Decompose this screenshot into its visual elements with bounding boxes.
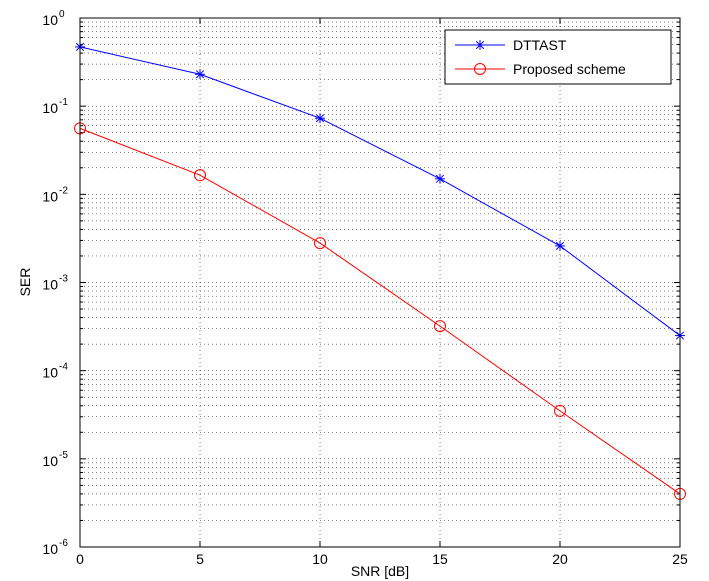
y-tick-label: 10 -6 (42, 538, 68, 557)
data-point (555, 240, 565, 251)
data-point (435, 173, 445, 184)
y-tick-base: 10 (42, 277, 58, 293)
x-tick-label: 5 (196, 551, 204, 567)
y-tick-base: 10 (42, 188, 58, 204)
x-tick-label: 0 (76, 551, 84, 567)
x-tick-labels: 0 5 10 15 20 25 (76, 551, 688, 567)
legend-label: Proposed scheme (513, 61, 626, 77)
x-tick-label: 25 (672, 551, 688, 567)
data-point (474, 63, 486, 75)
x-tick-label: 15 (432, 551, 448, 567)
y-tick-label: 10 -4 (42, 362, 68, 381)
y-tick-label: 10 -3 (42, 274, 68, 293)
y-tick-base: 10 (42, 365, 58, 381)
series-line (79, 127, 681, 495)
x-tick-label: 10 (312, 551, 328, 567)
y-tick-exponent: 0 (59, 9, 65, 20)
data-point (315, 113, 325, 124)
data-point (554, 404, 566, 417)
y-tick-base: 10 (42, 541, 58, 557)
y-tick-exponent: -5 (59, 450, 68, 461)
y-tick-label: 10 -1 (42, 97, 68, 116)
y-tick-exponent: -6 (59, 538, 68, 549)
grid (80, 18, 680, 547)
y-tick-exponent: -3 (59, 274, 68, 285)
series-line (79, 46, 681, 336)
data-point (195, 69, 205, 80)
x-tick-label: 20 (552, 551, 568, 567)
y-tick-exponent: -4 (59, 362, 68, 373)
y-tick-base: 10 (42, 100, 58, 116)
y-axis-label: SER (17, 268, 33, 297)
data-point (434, 320, 446, 333)
data-point (475, 40, 485, 50)
y-tick-exponent: -2 (59, 185, 68, 196)
data-point (194, 169, 206, 182)
legend-entry: DTTAST (455, 37, 567, 53)
y-tick-label: 10 0 (42, 9, 65, 28)
y-tick-base: 10 (42, 12, 58, 28)
legend: DTTAST Proposed scheme (444, 29, 672, 85)
legend-box (444, 29, 672, 85)
legend-label: DTTAST (513, 37, 567, 53)
data-point (314, 237, 326, 250)
x-axis-label: SNR [dB] (351, 563, 409, 579)
y-tick-base: 10 (42, 453, 58, 469)
y-tick-label: 10 -2 (42, 185, 68, 204)
y-tick-label: 10 -5 (42, 450, 68, 469)
legend-entry: Proposed scheme (455, 61, 626, 77)
plot-frame (79, 17, 681, 548)
y-tick-exponent: -1 (59, 97, 68, 108)
